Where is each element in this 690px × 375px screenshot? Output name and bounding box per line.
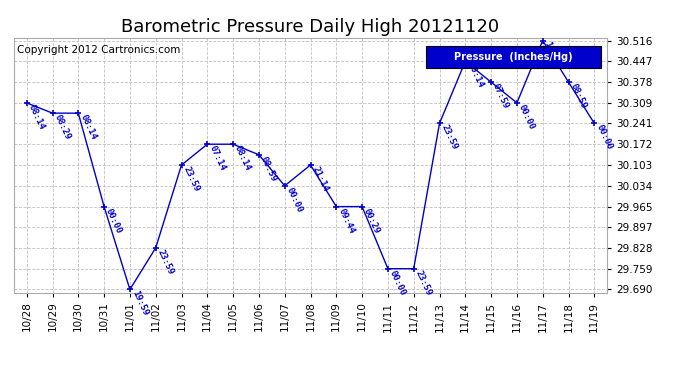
Text: 08:59: 08:59 (569, 82, 588, 110)
Text: 08:14: 08:14 (27, 103, 46, 131)
Text: 10:14: 10:14 (465, 61, 485, 90)
Text: 21:14: 21:14 (310, 165, 330, 193)
Text: 19:59: 19:59 (130, 290, 150, 318)
Text: 07:59: 07:59 (491, 82, 511, 110)
Text: 08:59: 08:59 (259, 155, 278, 183)
Text: 23:59: 23:59 (181, 165, 201, 193)
Title: Barometric Pressure Daily High 20121120: Barometric Pressure Daily High 20121120 (121, 18, 500, 36)
Text: 07:14: 07:14 (207, 144, 227, 172)
Text: 00:00: 00:00 (104, 207, 124, 235)
Text: 23:59: 23:59 (440, 123, 459, 152)
Text: 00:29: 00:29 (362, 207, 382, 235)
Text: 00:00: 00:00 (517, 103, 536, 131)
Text: 08:14: 08:14 (233, 144, 253, 172)
FancyBboxPatch shape (426, 46, 601, 68)
Text: 16:59: 16:59 (543, 40, 562, 69)
Text: 08:14: 08:14 (78, 113, 98, 141)
Text: 00:00: 00:00 (594, 123, 614, 152)
Text: 09:44: 09:44 (336, 207, 356, 235)
Text: Pressure  (Inches/Hg): Pressure (Inches/Hg) (455, 52, 573, 62)
Text: 00:00: 00:00 (388, 269, 407, 297)
Text: Copyright 2012 Cartronics.com: Copyright 2012 Cartronics.com (17, 45, 180, 55)
Text: 23:59: 23:59 (414, 269, 433, 297)
Text: 00:00: 00:00 (285, 186, 304, 214)
Text: 23:59: 23:59 (156, 248, 175, 276)
Text: 08:29: 08:29 (52, 113, 72, 141)
